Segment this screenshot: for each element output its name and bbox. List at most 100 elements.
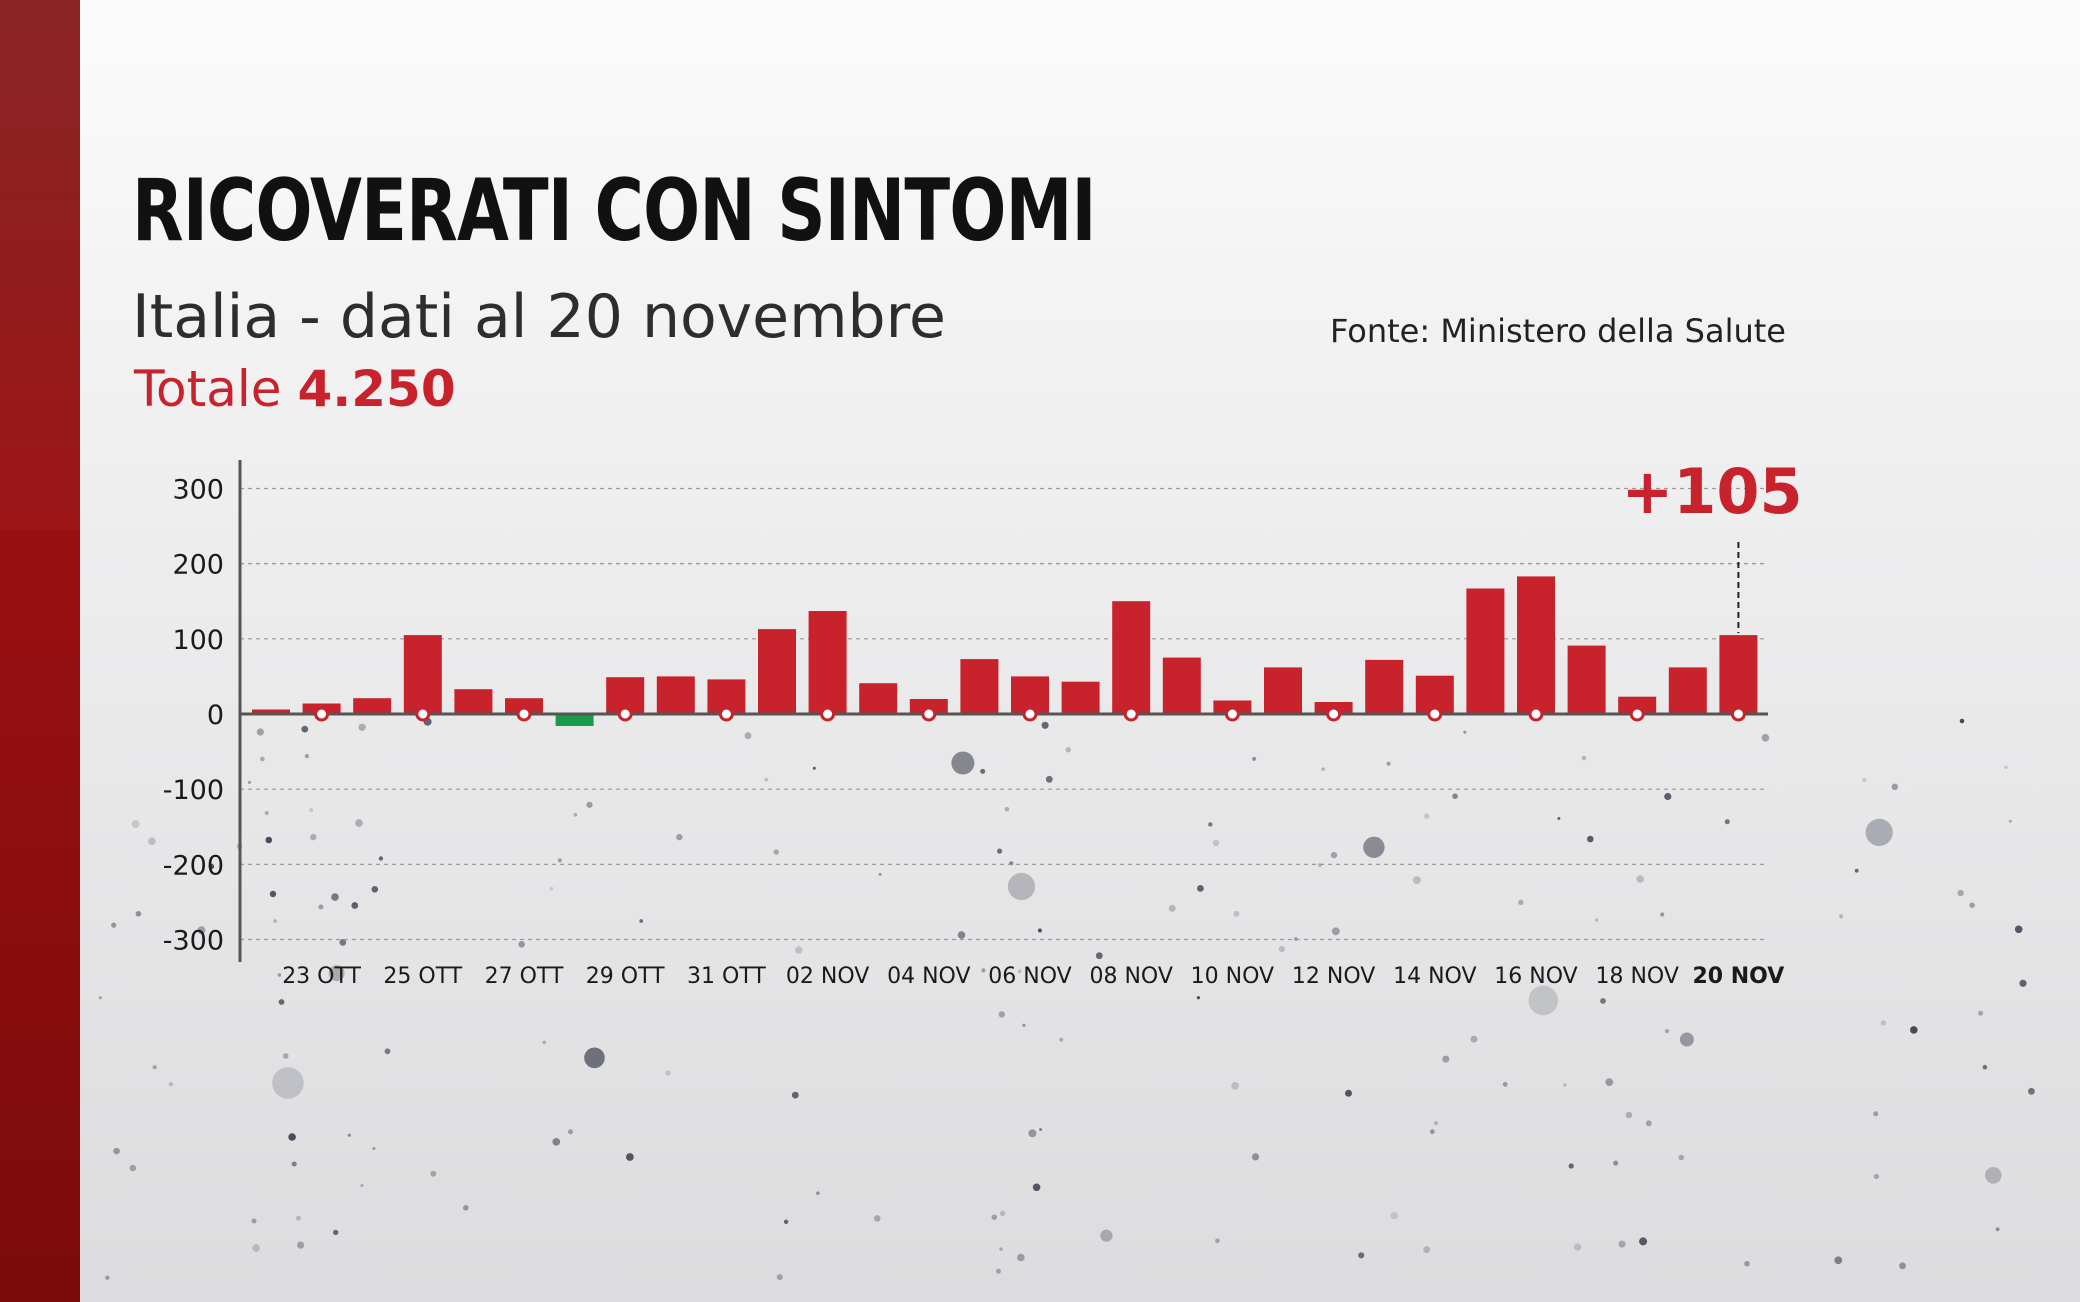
bar: [859, 683, 898, 714]
decorative-dot: [1197, 885, 1204, 892]
bar: [1567, 645, 1606, 714]
decorative-dot: [328, 965, 345, 982]
x-tick-label: 29 OTT: [586, 964, 665, 989]
decorative-dot: [252, 1244, 260, 1252]
decorative-dot: [1345, 1089, 1352, 1097]
zero-marker: [415, 706, 431, 722]
decorative-dot: [1873, 1111, 1879, 1117]
decorative-dot: [208, 863, 215, 870]
y-tick-label: -200: [163, 850, 224, 881]
y-tick-label: -300: [163, 926, 224, 957]
bar: [1061, 681, 1100, 714]
decorative-dot: [991, 1214, 997, 1220]
decorative-dot: [1502, 1081, 1508, 1087]
annotation-label: +105: [1621, 455, 1802, 528]
bar: [1264, 667, 1302, 714]
decorative-dot: [297, 1241, 305, 1249]
decorative-dot: [998, 1011, 1005, 1018]
decorative-dot: [2008, 819, 2012, 823]
decorative-dot: [2004, 765, 2008, 769]
zero-marker: [921, 706, 937, 722]
decorative-dot: [1330, 851, 1338, 859]
bar: [758, 629, 796, 714]
x-tick-label: 08 NOV: [1089, 964, 1172, 989]
decorative-dot: [278, 999, 285, 1005]
decorative-dot: [1321, 767, 1325, 771]
bar: [555, 714, 594, 726]
decorative-dot: [1594, 918, 1599, 922]
decorative-dot: [1004, 806, 1010, 812]
decorative-dot: [1212, 839, 1220, 846]
y-tick-labels: 300 200 100 0 -100 -200 -300: [163, 474, 224, 956]
decorative-dot: [1017, 969, 1022, 974]
decorative-dot: [1645, 1120, 1652, 1127]
decorative-dot: [1605, 1078, 1614, 1086]
decorative-dot: [1613, 1160, 1619, 1166]
decorative-dot: [1095, 952, 1103, 960]
decorative-dot: [277, 973, 282, 977]
x-tick-label: 12 NOV: [1292, 964, 1375, 989]
decorative-dot: [1215, 1238, 1220, 1244]
decorative-dot: [997, 848, 1003, 854]
decorative-dot: [812, 766, 816, 770]
decorative-dot: [371, 886, 379, 893]
decorative-dot: [355, 819, 363, 827]
decorative-dot: [1452, 793, 1458, 799]
decorative-dot: [2028, 1087, 2035, 1095]
decorative-dot: [626, 1153, 634, 1161]
decorative-dot: [1985, 1167, 2002, 1184]
decorative-dot: [1196, 996, 1200, 1000]
x-tick-label: 27 OTT: [485, 964, 564, 989]
decorative-dot: [463, 1205, 469, 1211]
decorative-dot: [1252, 756, 1257, 761]
bar: [1365, 659, 1404, 714]
decorative-dot: [430, 1170, 437, 1177]
x-tick-label: 20 NOV: [1692, 964, 1784, 989]
decorative-dot: [251, 1218, 257, 1224]
decorative-dot: [1639, 1237, 1648, 1246]
decorative-dot: [981, 968, 986, 973]
total-label: Totale: [134, 360, 282, 418]
zero-marker: [314, 706, 330, 722]
decorative-dot: [1463, 730, 1467, 734]
decorative-dot: [1899, 1262, 1906, 1270]
decorative-dot: [269, 890, 277, 898]
decorative-dot: [1761, 734, 1770, 742]
decorative-dot: [795, 946, 803, 954]
decorative-dot: [288, 1133, 296, 1141]
decorative-dot: [1873, 1173, 1880, 1180]
decorative-dot: [1625, 1111, 1633, 1119]
decorative-dot: [384, 1048, 391, 1055]
bar: [454, 689, 493, 714]
zero-marker: [1528, 706, 1544, 722]
x-tick-label: 18 NOV: [1595, 964, 1678, 989]
decorative-dot: [552, 1138, 561, 1146]
bar: [1162, 657, 1201, 714]
decorative-dot: [260, 756, 265, 762]
x-tick-label: 14 NOV: [1393, 964, 1476, 989]
decorative-dot: [1065, 747, 1072, 753]
zero-marker: [1224, 706, 1240, 722]
decorative-dot: [1028, 1129, 1037, 1138]
decorative-dot: [1358, 1252, 1365, 1259]
decorative-dot: [247, 780, 251, 785]
side-bar-gloss: [0, 0, 80, 530]
decorative-dot: [1679, 1032, 1694, 1047]
x-tick-label: 31 OTT: [687, 964, 766, 989]
total-value: 4.250: [297, 360, 456, 418]
bar: [1466, 588, 1505, 714]
decorative-dot: [1724, 819, 1730, 825]
x-tick-label: 10 NOV: [1191, 964, 1274, 989]
grid-lines: [240, 487, 1768, 941]
decorative-dot: [1032, 1183, 1041, 1192]
decorative-dot: [1854, 868, 1859, 873]
decorative-dot: [351, 902, 359, 909]
decorative-dot: [1017, 1253, 1025, 1262]
decorative-dot: [1600, 998, 1606, 1004]
decorative-dot: [291, 1161, 297, 1167]
decorative-dot: [272, 1067, 304, 1099]
decorative-dot: [980, 768, 986, 774]
decorative-dot: [1891, 783, 1899, 790]
decorative-dot: [1982, 1064, 1988, 1070]
